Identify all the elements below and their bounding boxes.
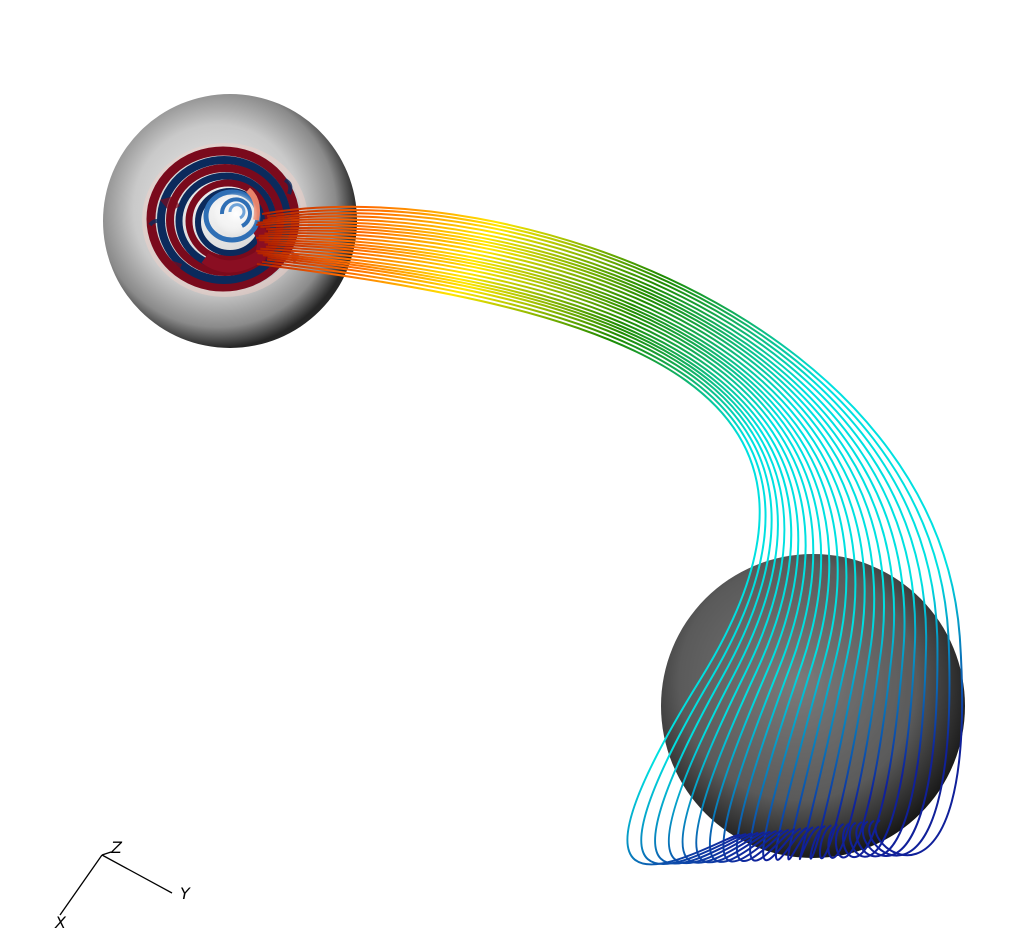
x-axis-line <box>59 854 103 916</box>
field-line <box>258 234 857 861</box>
field-line <box>267 256 779 864</box>
field-line <box>262 254 786 864</box>
field-line <box>267 229 876 860</box>
orientation-axes: X Y Z <box>54 838 191 932</box>
field-line <box>266 209 951 857</box>
y-axis-line <box>101 854 173 894</box>
field-line <box>266 258 773 865</box>
field-line <box>261 205 964 857</box>
field-line <box>265 226 885 859</box>
field-lines <box>255 205 964 866</box>
field-line <box>265 245 815 863</box>
field-line <box>264 232 866 860</box>
field-line <box>260 247 807 863</box>
y-axis-label: Y <box>180 884 191 903</box>
z-axis-line <box>101 851 112 856</box>
source-sphere <box>103 94 357 348</box>
field-line <box>257 252 793 864</box>
field-line <box>261 260 767 866</box>
field-line <box>258 239 839 861</box>
field-line <box>267 212 939 857</box>
field-line <box>260 224 896 859</box>
field-line <box>256 263 761 866</box>
field-line <box>255 236 848 861</box>
x-axis-label: X <box>54 913 67 932</box>
z-axis-label: Z <box>110 838 123 857</box>
field-line <box>256 221 906 859</box>
field-line <box>267 243 823 862</box>
field-line <box>264 241 831 862</box>
field-line <box>256 249 800 863</box>
